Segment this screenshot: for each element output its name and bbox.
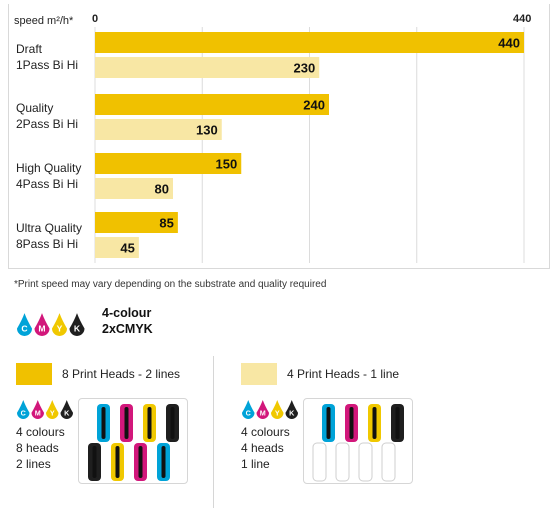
svg-text:M: M (35, 408, 41, 417)
ink-drop-k: K (69, 313, 85, 336)
legend-swatch-4-heads (241, 363, 277, 385)
speed-bar-chart: 440 230 240 130 150 80 85 45 (94, 27, 525, 263)
axis-title: speed m²/h* (14, 15, 74, 27)
print-head (335, 442, 350, 482)
svg-text:C: C (246, 408, 251, 417)
print-head (97, 404, 110, 442)
bar-value-label: 230 (294, 61, 316, 76)
print-head (157, 443, 170, 481)
bar (95, 212, 178, 233)
legend-label-4-heads: 4 Print Heads - 1 line (287, 367, 400, 381)
config-divider (213, 356, 214, 508)
svg-text:C: C (21, 324, 27, 334)
bar (95, 153, 242, 174)
bar-value-label: 130 (196, 123, 218, 138)
print-head (358, 442, 373, 482)
category-label-draft: Draft 1Pass Bi Hi (16, 42, 79, 72)
print-head (322, 404, 335, 442)
speed-footnote: *Print speed may vary depending on the s… (14, 279, 327, 290)
svg-text:M: M (38, 324, 45, 334)
print-head (143, 404, 156, 442)
ink-drop-y: Y (271, 399, 284, 419)
print-head (134, 443, 147, 481)
chart-frame (8, 4, 550, 269)
category-label-quality: Quality 2Pass Bi Hi (16, 101, 79, 131)
ink-drop-k: K (285, 399, 298, 419)
print-head (88, 443, 101, 481)
ink-drop-c: C (242, 399, 255, 420)
print-head (111, 443, 124, 481)
print-head (345, 404, 358, 442)
axis-max-label: 440 (513, 13, 532, 25)
print-head (312, 442, 327, 482)
bar (95, 32, 524, 53)
bar (95, 178, 173, 199)
config-description-8-heads: 4 colours 8 heads 2 lines (16, 425, 65, 471)
bar-value-label: 45 (120, 241, 134, 256)
bar-value-label: 440 (498, 36, 520, 51)
svg-text:K: K (289, 408, 295, 417)
ink-drop-m: M (256, 399, 269, 419)
bar (95, 119, 222, 140)
ink-drop-y: Y (52, 313, 67, 336)
print-head (391, 404, 404, 442)
svg-text:K: K (74, 324, 81, 334)
category-label-ultra-quality: Ultra Quality 8Pass Bi Hi (16, 221, 83, 251)
svg-text:Y: Y (50, 408, 55, 417)
bar-value-label: 240 (303, 98, 325, 113)
print-head-diagram-4-heads (303, 398, 413, 484)
svg-text:C: C (21, 408, 26, 417)
bar-value-label: 150 (216, 157, 238, 172)
svg-text:Y: Y (57, 324, 63, 334)
print-head (120, 404, 133, 442)
colour-mode-label: 4-colour 2xCMYK (102, 306, 153, 336)
ink-drop-y: Y (46, 399, 59, 419)
svg-text:Y: Y (275, 408, 280, 417)
ink-drop-c: C (17, 313, 32, 336)
bar-value-label: 85 (159, 216, 173, 231)
legend-swatch-8-heads (16, 363, 52, 385)
bar (95, 237, 139, 258)
print-head (381, 442, 396, 482)
ink-drop-m: M (31, 399, 44, 419)
ink-drop-c: C (17, 399, 30, 420)
bar-value-label: 80 (155, 182, 169, 197)
ink-drop-k: K (60, 399, 73, 419)
config-description-4-heads: 4 colours 4 heads 1 line (241, 425, 290, 471)
legend-label-8-heads: 8 Print Heads - 2 lines (62, 367, 181, 381)
bar (95, 57, 320, 78)
category-label-high-quality: High Quality 4Pass Bi Hi (16, 161, 82, 191)
bar (95, 94, 329, 115)
svg-text:K: K (64, 408, 70, 417)
axis-min-label: 0 (92, 13, 99, 25)
svg-text:M: M (260, 408, 266, 417)
print-head (368, 404, 381, 442)
print-head-diagram-8-heads (78, 398, 188, 484)
ink-drop-m: M (34, 313, 50, 336)
print-head (166, 404, 179, 442)
